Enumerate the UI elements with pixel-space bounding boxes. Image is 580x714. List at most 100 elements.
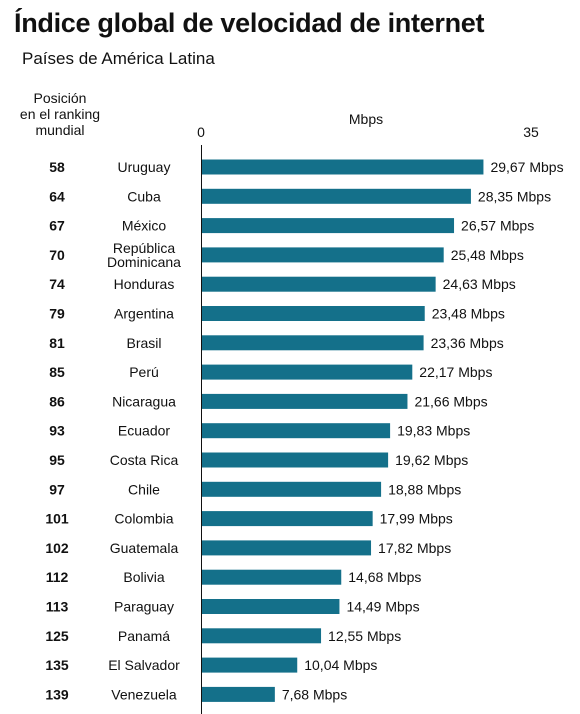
bar xyxy=(202,247,444,263)
bar-value-label: 10,04 Mbps xyxy=(304,657,377,673)
country-label: El Salvador xyxy=(108,657,180,673)
bar-row: 95 Costa Rica 19,62 Mbps xyxy=(49,452,468,468)
bar-value-label: 17,82 Mbps xyxy=(378,540,451,556)
bar xyxy=(202,511,373,527)
rank-value: 67 xyxy=(49,218,65,234)
bar-value-label: 12,55 Mbps xyxy=(328,628,401,644)
bar-value-label: 29,67 Mbps xyxy=(490,159,563,175)
bar-value-label: 25,48 Mbps xyxy=(451,247,524,263)
rank-value: 135 xyxy=(45,657,69,673)
bar xyxy=(202,540,372,556)
rank-value: 81 xyxy=(49,335,65,351)
bar xyxy=(202,306,425,321)
bar-value-label: 17,99 Mbps xyxy=(380,511,453,527)
bar-row: 81 Brasil 23,36 Mbps xyxy=(49,335,504,351)
bar-row: 85 Perú 22,17 Mbps xyxy=(49,364,492,380)
bar-value-label: 28,35 Mbps xyxy=(478,188,551,204)
country-label: Honduras xyxy=(114,276,175,292)
country-label: Bolivia xyxy=(123,569,164,585)
bar xyxy=(202,599,340,614)
bar-value-label: 24,63 Mbps xyxy=(443,276,516,292)
rank-value: 112 xyxy=(46,569,69,585)
bar-row: 135 El Salvador 10,04 Mbps xyxy=(45,657,377,673)
rank-value: 85 xyxy=(49,364,65,380)
bar-row: 67 México 26,57 Mbps xyxy=(49,218,534,234)
bar-row: 74 Honduras 24,63 Mbps xyxy=(49,276,516,292)
bar-value-label: 23,36 Mbps xyxy=(431,335,504,351)
x-axis-label: Mbps xyxy=(349,111,383,127)
country-label: Uruguay xyxy=(118,159,171,175)
rank-header-line: Posición xyxy=(33,90,87,106)
rank-value: 102 xyxy=(45,540,69,556)
bar-row: 113 Paraguay 14,49 Mbps xyxy=(46,599,420,615)
country-label: Perú xyxy=(129,364,159,380)
rank-value: 125 xyxy=(45,628,69,644)
bar-value-label: 19,62 Mbps xyxy=(395,452,468,468)
bar xyxy=(202,364,413,380)
rank-value: 139 xyxy=(45,686,69,702)
bar xyxy=(202,393,408,409)
country-label: Colombia xyxy=(114,511,173,527)
bar-value-label: 23,48 Mbps xyxy=(432,306,505,322)
bar xyxy=(202,686,275,702)
bar-row: 79 Argentina 23,48 Mbps xyxy=(49,306,505,322)
bar-rows: 58 Uruguay 29,67 Mbps 64 Cuba 28,35 Mbps 67 Méx… xyxy=(45,159,563,702)
bar-row: 58 Uruguay 29,67 Mbps xyxy=(49,159,563,175)
country-label: Panamá xyxy=(118,628,170,644)
chart-title: Índice global de velocidad de internet xyxy=(14,8,485,38)
country-label: Paraguay xyxy=(114,599,174,615)
rank-value: 64 xyxy=(49,188,65,204)
country-label: Costa Rica xyxy=(110,452,179,468)
bar-row: 64 Cuba 28,35 Mbps xyxy=(49,188,551,204)
bar xyxy=(202,628,322,644)
country-label: México xyxy=(122,218,167,234)
bar-row: 86 Nicaragua 21,66 Mbps xyxy=(49,393,487,409)
country-label: Nicaragua xyxy=(112,393,176,409)
bar-value-label: 22,17 Mbps xyxy=(419,364,492,380)
rank-value: 95 xyxy=(49,452,65,468)
bar xyxy=(202,657,298,673)
rank-value: 74 xyxy=(49,276,65,292)
bar-row: 97 Chile 18,88 Mbps xyxy=(49,481,461,497)
x-tick-label: 35 xyxy=(523,124,539,140)
bar-row: 102 Guatemala 17,82 Mbps xyxy=(45,540,451,556)
bar-value-label: 21,66 Mbps xyxy=(414,393,487,409)
bar-value-label: 18,88 Mbps xyxy=(388,481,461,497)
bar-value-label: 26,57 Mbps xyxy=(461,218,534,234)
country-label: Brasil xyxy=(126,335,161,351)
bar-row: 112 Bolivia 14,68 Mbps xyxy=(46,569,422,585)
country-label: Dominicana xyxy=(107,254,181,270)
rank-value: 70 xyxy=(49,247,65,263)
bar xyxy=(202,569,342,585)
bar xyxy=(202,159,484,175)
bar xyxy=(202,452,389,468)
bar xyxy=(202,423,391,439)
bar xyxy=(202,481,382,497)
country-label: Chile xyxy=(128,481,160,497)
rank-value: 97 xyxy=(49,481,65,497)
rank-value: 58 xyxy=(49,159,65,175)
rank-column-header: Posición en el ranking mundial xyxy=(8,90,112,138)
bar-row: 125 Panamá 12,55 Mbps xyxy=(45,628,401,644)
bar-value-label: 14,68 Mbps xyxy=(348,569,421,585)
bar-row: 101 Colombia 17,99 Mbps xyxy=(45,511,452,527)
chart-subtitle: Países de América Latina xyxy=(22,49,215,68)
rank-value: 79 xyxy=(49,306,65,322)
rank-header-line: mundial xyxy=(35,122,85,138)
rank-header-line: en el ranking xyxy=(19,106,101,122)
rank-value: 101 xyxy=(45,511,69,527)
country-label: Argentina xyxy=(114,306,174,322)
bar xyxy=(202,335,424,351)
bar-value-label: 19,83 Mbps xyxy=(397,423,470,439)
bar xyxy=(202,188,471,204)
country-label: República xyxy=(113,240,175,256)
country-label: Guatemala xyxy=(110,540,179,556)
bar xyxy=(202,218,455,234)
x-tick-label: 0 xyxy=(197,124,205,140)
bar-row: 93 Ecuador 19,83 Mbps xyxy=(49,423,470,439)
x-axis: Mbps 0 35 xyxy=(197,111,539,714)
country-label: Cuba xyxy=(127,188,161,204)
bar-value-label: 7,68 Mbps xyxy=(282,686,347,702)
rank-value: 93 xyxy=(49,423,65,439)
